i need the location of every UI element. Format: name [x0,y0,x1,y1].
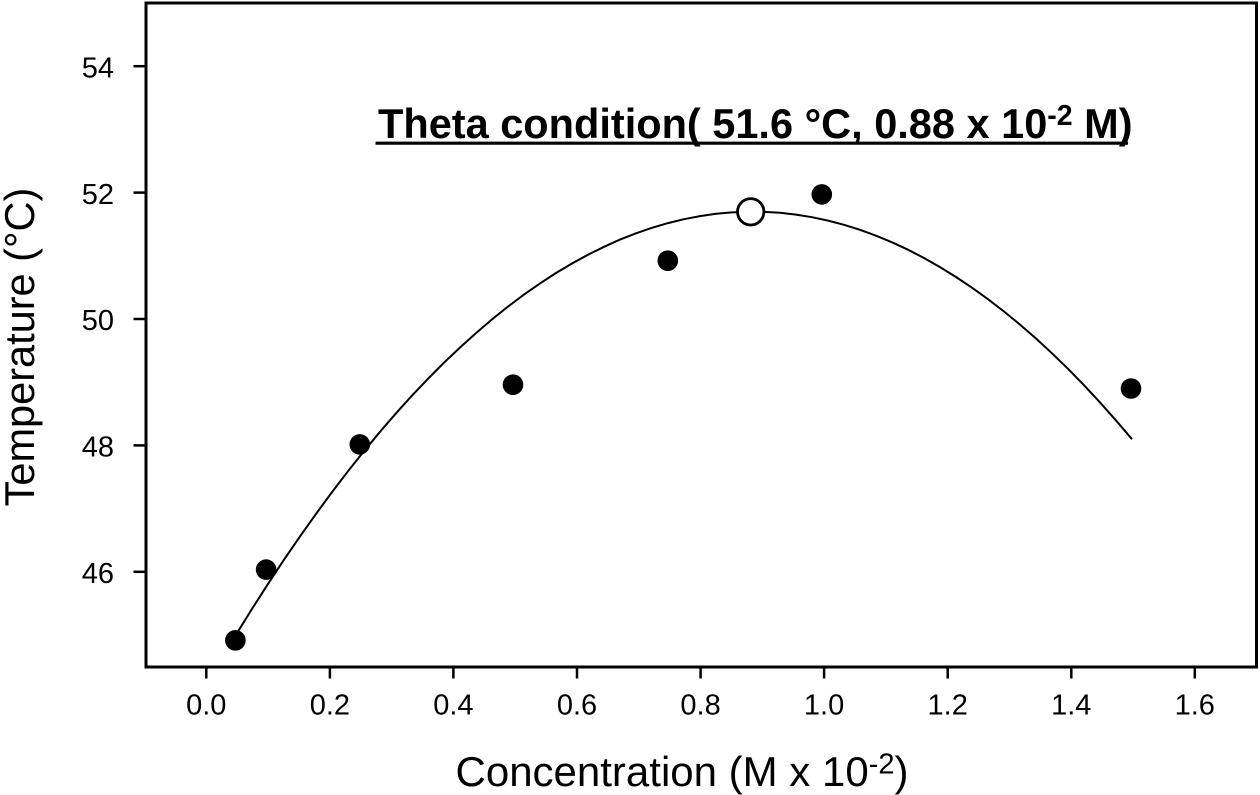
svg-text:48: 48 [82,432,114,464]
svg-text:46: 46 [82,558,114,590]
svg-text:0.8: 0.8 [680,690,720,722]
svg-text:50: 50 [82,305,114,337]
svg-text:1.6: 1.6 [1175,690,1215,722]
svg-text:1.0: 1.0 [804,690,844,722]
svg-text:0.6: 0.6 [557,690,597,722]
svg-text:Concentration (M x 10-2): Concentration (M x 10-2) [456,748,909,795]
svg-text:Temperature (°C): Temperature (°C) [0,188,43,507]
svg-text:54: 54 [82,52,114,84]
svg-text:1.2: 1.2 [928,690,968,722]
svg-text:52: 52 [82,179,114,211]
svg-text:Theta condition( 51.6 °C, 0.88: Theta condition( 51.6 °C, 0.88 x 10-2 M) [378,100,1133,147]
svg-text:0.4: 0.4 [433,690,473,722]
svg-text:1.4: 1.4 [1051,690,1091,722]
svg-text:0.0: 0.0 [186,690,226,722]
svg-text:0.2: 0.2 [310,690,350,722]
